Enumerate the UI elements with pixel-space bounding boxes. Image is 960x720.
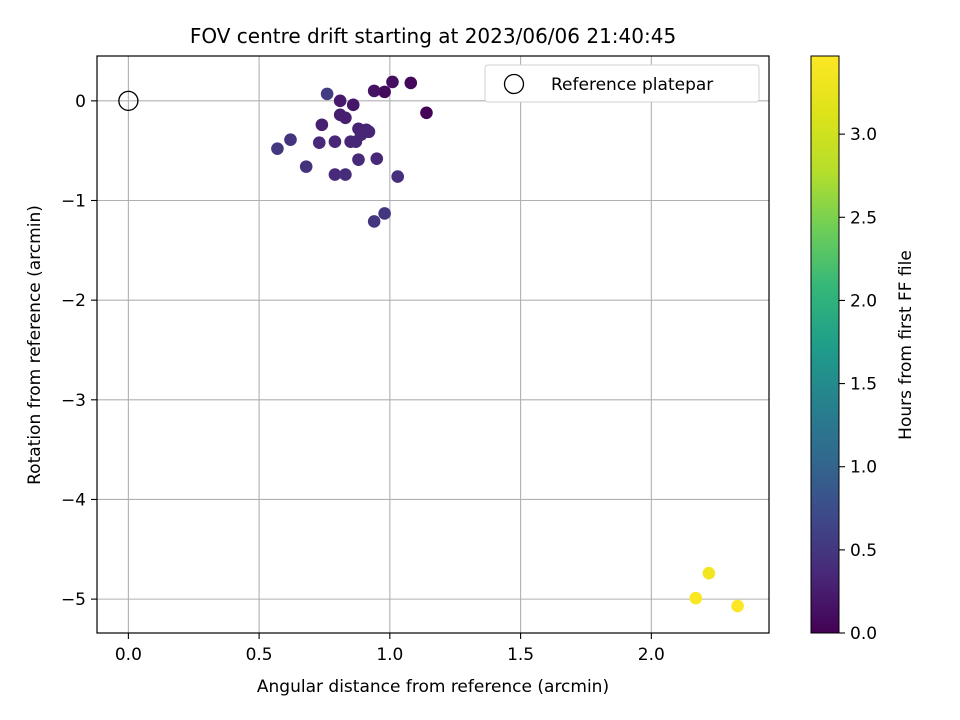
data-point bbox=[367, 215, 381, 228]
legend-label: Reference platepar bbox=[551, 75, 713, 95]
y-tick-label: −2 bbox=[61, 291, 86, 311]
data-point bbox=[339, 111, 352, 125]
x-axis: 0.0 0.5 1.0 1.5 2.0 bbox=[115, 633, 665, 665]
colorbar-ticks: 0.0 0.5 1.0 1.5 2.0 2.5 3.0 bbox=[839, 125, 877, 644]
x-tick-label: 1.0 bbox=[376, 645, 403, 665]
data-point bbox=[731, 599, 744, 613]
x-tick-label: 0.0 bbox=[115, 645, 142, 665]
x-tick-label: 0.5 bbox=[246, 645, 273, 665]
data-point bbox=[312, 136, 326, 149]
data-point bbox=[391, 170, 405, 183]
y-axis-label: Rotation from reference (arcmin) bbox=[25, 205, 45, 485]
data-point bbox=[689, 591, 703, 605]
colorbar-tick-label: 0.5 bbox=[850, 541, 877, 561]
data-point bbox=[328, 135, 342, 149]
data-point bbox=[339, 168, 352, 181]
data-point bbox=[349, 135, 363, 149]
data-point bbox=[271, 142, 284, 155]
data-point bbox=[328, 168, 342, 181]
data-point bbox=[378, 85, 391, 99]
colorbar-gradient bbox=[810, 55, 840, 634]
legend: Reference platepar bbox=[484, 64, 760, 103]
colorbar-tick-label: 3.0 bbox=[850, 125, 877, 145]
colorbar-tick-label: 2.5 bbox=[850, 208, 877, 228]
colorbar-tick-label: 0.0 bbox=[850, 624, 877, 644]
legend-marker bbox=[503, 73, 525, 95]
y-tick-label: 0 bbox=[75, 92, 86, 112]
colorbar-tick-label: 1.5 bbox=[850, 375, 877, 395]
data-point bbox=[367, 84, 381, 98]
x-tick-label: 2.0 bbox=[638, 645, 665, 665]
data-point bbox=[333, 94, 347, 108]
y-tick-label: −4 bbox=[61, 490, 86, 510]
x-tick-label: 1.5 bbox=[507, 645, 534, 665]
legend-box bbox=[484, 64, 760, 103]
data-point bbox=[315, 118, 329, 132]
colorbar-tick-label: 2.0 bbox=[850, 291, 877, 311]
reference-point-marker bbox=[118, 90, 139, 111]
colorbar-label: Hours from first FF file bbox=[896, 250, 916, 440]
y-tick-label: −1 bbox=[61, 191, 86, 211]
data-point bbox=[702, 566, 716, 580]
colorbar-tick-label: 1.0 bbox=[850, 458, 877, 478]
data-point bbox=[378, 207, 391, 220]
data-point bbox=[352, 153, 365, 166]
data-point bbox=[386, 75, 399, 89]
data-point bbox=[284, 133, 297, 147]
plot-area-frame bbox=[96, 55, 770, 634]
y-tick-label: −5 bbox=[61, 590, 86, 610]
y-tick-label: −3 bbox=[61, 391, 86, 411]
data-points bbox=[118, 75, 744, 613]
data-point bbox=[320, 87, 334, 101]
grid bbox=[97, 56, 769, 633]
data-point bbox=[420, 106, 433, 120]
chart-title: FOV centre drift starting at 2023/06/06 … bbox=[190, 24, 676, 48]
data-point bbox=[346, 98, 360, 112]
colorbar: 0.0 0.5 1.0 1.5 2.0 2.5 3.0 Hours from first F… bbox=[810, 55, 916, 644]
x-axis-label: Angular distance from reference (arcmin) bbox=[257, 677, 609, 697]
y-axis: 0 −1 −2 −3 −4 −5 bbox=[61, 92, 97, 610]
data-point bbox=[404, 76, 418, 90]
data-point bbox=[299, 160, 313, 173]
data-point bbox=[370, 152, 384, 165]
